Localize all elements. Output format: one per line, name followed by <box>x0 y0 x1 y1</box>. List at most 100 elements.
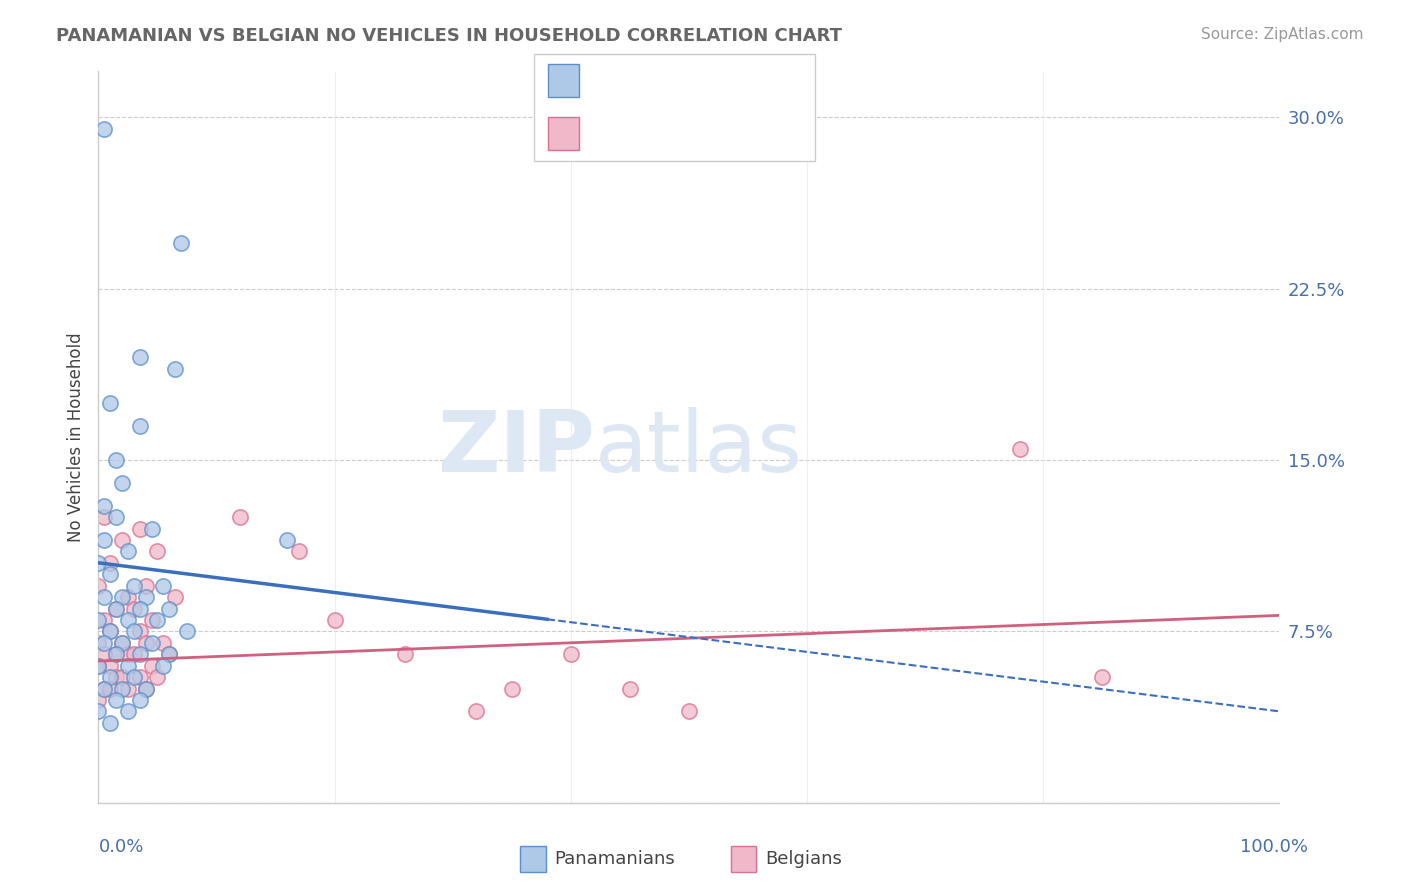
Point <box>105 601 128 615</box>
Point <box>1091 670 1114 684</box>
Point <box>128 350 150 364</box>
Text: 0.0%: 0.0% <box>98 838 143 856</box>
Point <box>128 693 150 707</box>
Point <box>93 613 115 627</box>
Point <box>98 670 121 684</box>
Point <box>93 681 115 696</box>
Point <box>501 681 523 696</box>
Text: 100.0%: 100.0% <box>1240 838 1308 856</box>
Point <box>93 499 115 513</box>
Point <box>128 601 150 615</box>
Point <box>276 533 298 547</box>
Point <box>323 613 346 627</box>
Point <box>122 647 145 661</box>
Point <box>111 636 134 650</box>
Point <box>111 590 134 604</box>
Point <box>105 453 128 467</box>
Text: Panamanians: Panamanians <box>554 850 675 868</box>
Point <box>87 658 110 673</box>
Point <box>128 521 150 535</box>
Text: PANAMANIAN VS BELGIAN NO VEHICLES IN HOUSEHOLD CORRELATION CHART: PANAMANIAN VS BELGIAN NO VEHICLES IN HOU… <box>56 27 842 45</box>
Point <box>128 418 150 433</box>
Point <box>111 533 134 547</box>
Point <box>1008 442 1031 456</box>
Point <box>105 601 128 615</box>
Point <box>117 681 139 696</box>
Point <box>117 613 139 627</box>
Point <box>87 693 110 707</box>
Point <box>117 544 139 558</box>
Point <box>111 475 134 490</box>
Point <box>87 658 110 673</box>
Point <box>678 705 700 719</box>
Point <box>157 647 180 661</box>
Point <box>117 658 139 673</box>
Point <box>135 636 157 650</box>
Point <box>105 670 128 684</box>
Point <box>98 567 121 582</box>
Point <box>93 510 115 524</box>
Point <box>465 705 488 719</box>
Point <box>111 636 134 650</box>
Point <box>87 613 110 627</box>
Point <box>87 579 110 593</box>
Point <box>146 670 169 684</box>
Point <box>157 647 180 661</box>
Point <box>93 121 115 136</box>
Point <box>105 647 128 661</box>
Point <box>93 533 115 547</box>
Point <box>87 705 110 719</box>
Point <box>157 601 180 615</box>
Point <box>394 647 416 661</box>
Point <box>141 521 163 535</box>
Point <box>98 556 121 570</box>
Point <box>141 613 163 627</box>
Point <box>152 579 174 593</box>
Point <box>98 658 121 673</box>
Text: Source: ZipAtlas.com: Source: ZipAtlas.com <box>1201 27 1364 42</box>
Point <box>98 396 121 410</box>
Point <box>165 590 187 604</box>
Point <box>105 693 128 707</box>
Point <box>165 361 187 376</box>
Y-axis label: No Vehicles in Household: No Vehicles in Household <box>66 332 84 542</box>
Point <box>93 590 115 604</box>
Point <box>117 590 139 604</box>
Point <box>117 647 139 661</box>
Point <box>93 647 115 661</box>
Point <box>111 670 134 684</box>
Point <box>93 636 115 650</box>
Point <box>229 510 252 524</box>
Point <box>619 681 641 696</box>
Point <box>135 590 157 604</box>
Point <box>111 681 134 696</box>
Point <box>176 624 198 639</box>
Point <box>146 613 169 627</box>
Point <box>98 624 121 639</box>
Point <box>98 624 121 639</box>
Point <box>170 235 193 250</box>
Point <box>560 647 582 661</box>
Point <box>141 636 163 650</box>
Point <box>105 510 128 524</box>
Point <box>135 579 157 593</box>
Point <box>98 715 121 730</box>
Text: Belgians: Belgians <box>765 850 842 868</box>
Point <box>87 556 110 570</box>
Point <box>152 658 174 673</box>
Point <box>93 681 115 696</box>
Point <box>135 681 157 696</box>
Text: atlas: atlas <box>595 407 803 490</box>
Point <box>128 624 150 639</box>
Point <box>288 544 311 558</box>
Point <box>117 705 139 719</box>
Point <box>146 544 169 558</box>
Point <box>135 681 157 696</box>
Point <box>122 670 145 684</box>
Point <box>98 681 121 696</box>
Text: R = -0.088    N = 49: R = -0.088 N = 49 <box>591 71 773 90</box>
Point <box>152 636 174 650</box>
Point <box>141 658 163 673</box>
Point <box>105 647 128 661</box>
Point <box>128 670 150 684</box>
